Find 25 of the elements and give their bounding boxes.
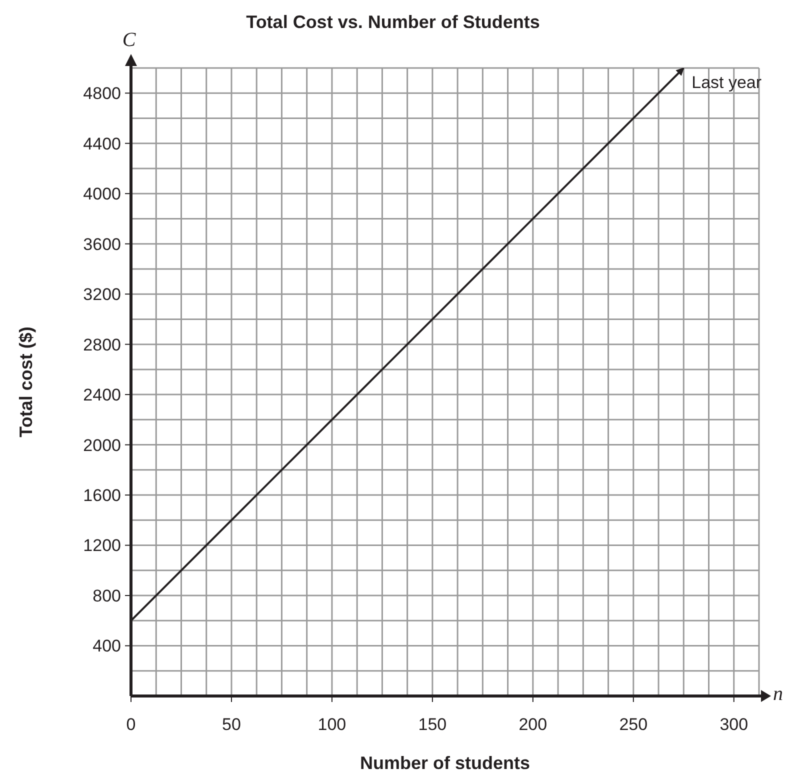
x-tick-label: 50	[222, 715, 241, 734]
y-tick-label: 2000	[83, 436, 121, 455]
y-tick-label: 2400	[83, 386, 121, 405]
y-tick-label: 400	[92, 636, 121, 656]
chart-title: Total Cost vs. Number of Students	[246, 12, 540, 32]
x-axis-title: Number of students	[360, 753, 530, 773]
y-axis-title: Total cost ($)	[16, 326, 36, 438]
series-label: Last year	[692, 73, 762, 92]
y-tick-label: 4800	[83, 84, 121, 104]
y-tick-label: 4000	[83, 184, 121, 204]
x-tick-label: 200	[518, 715, 548, 734]
x-tick-label: 300	[720, 715, 748, 734]
y-tick-label: 1200	[83, 536, 121, 556]
y-tick-label: 3200	[83, 285, 121, 304]
x-tick-label: 250	[619, 715, 648, 734]
x-tick-label: 100	[318, 715, 346, 734]
x-tick-label: 150	[418, 715, 447, 734]
y-tick-label: 800	[92, 586, 121, 606]
y-tick-label: 4400	[83, 134, 121, 154]
y-tick-label: 1600	[83, 486, 121, 505]
text: C	[122, 29, 136, 51]
y-tick-label: 2800	[83, 335, 121, 354]
text: n	[773, 683, 783, 705]
x-tick-label: 0	[126, 715, 136, 734]
y-tick-label: 3600	[83, 234, 121, 254]
